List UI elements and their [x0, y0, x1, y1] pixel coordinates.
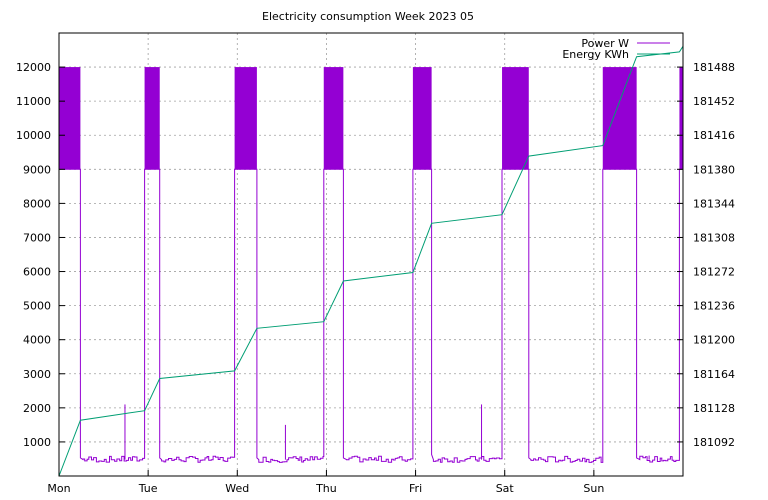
y-left-tick-label: 10000 [16, 129, 51, 142]
energy-series-line [58, 46, 684, 477]
y-left-tick-label: 6000 [23, 266, 51, 279]
y-left-tick-label: 7000 [23, 231, 51, 244]
y-left-tick-label: 9000 [23, 163, 51, 176]
y-right-tick-label: 181452 [693, 95, 735, 108]
power-burst-block [412, 67, 432, 170]
x-tick-label: Sat [496, 482, 515, 495]
y-right-tick-label: 181344 [693, 197, 735, 210]
y-left-tick-label: 2000 [23, 402, 51, 415]
y-right-tick-label: 181272 [693, 266, 735, 279]
power-burst-block [323, 67, 344, 170]
plot-frame [58, 32, 684, 477]
legend-label-power: Power W [581, 37, 629, 50]
power-series-line [58, 168, 684, 476]
y-right-tick-label: 181164 [693, 368, 735, 381]
y-right-tick-label: 181380 [693, 163, 735, 176]
y-right-tick-label: 181488 [693, 61, 735, 74]
grid [59, 33, 683, 476]
x-tick-label: Mon [47, 482, 70, 495]
power-burst-block [502, 67, 529, 170]
power-burst-block [679, 67, 683, 170]
y-left-tick-label: 1000 [23, 436, 51, 449]
y-right-tick-label: 181308 [693, 231, 735, 244]
y-left-tick-label: 3000 [23, 368, 51, 381]
y-right-tick-label: 181236 [693, 300, 735, 313]
x-tick-label: Thu [315, 482, 337, 495]
power-burst-block [59, 67, 81, 170]
y-right-tick-label: 181416 [693, 129, 735, 142]
y-right-tick-label: 181200 [693, 334, 735, 347]
power-burst-block [234, 67, 257, 170]
y-left-tick-label: 5000 [23, 300, 51, 313]
chart-title: Electricity consumption Week 2023 05 [262, 10, 474, 23]
y-left-axis: 1000 2000 3000 4000 5000 6000 7000 8000 9000 1000… [16, 61, 65, 449]
y-left-tick-label: 11000 [16, 95, 51, 108]
x-tick-label: Sun [583, 482, 604, 495]
y-left-tick-label: 8000 [23, 197, 51, 210]
y-left-tick-label: 4000 [23, 334, 51, 347]
legend: Power W Energy KWh [562, 37, 670, 61]
y-left-tick-label: 12000 [16, 61, 51, 74]
y-right-axis: 181092 181128 181164 181200 181236 181272 1813… [677, 61, 735, 449]
power-burst-block [144, 67, 160, 170]
legend-label-energy: Energy KWh [562, 48, 629, 61]
x-tick-label: Wed [225, 482, 249, 495]
y-right-tick-label: 181092 [693, 436, 735, 449]
x-tick-label: Tue [138, 482, 158, 495]
y-right-tick-label: 181128 [693, 402, 735, 415]
power-burst-block [602, 67, 637, 170]
x-axis: Mon Tue Wed Thu Fri Sat Sun [47, 470, 604, 495]
x-tick-label: Fri [409, 482, 422, 495]
power-series [58, 67, 684, 476]
